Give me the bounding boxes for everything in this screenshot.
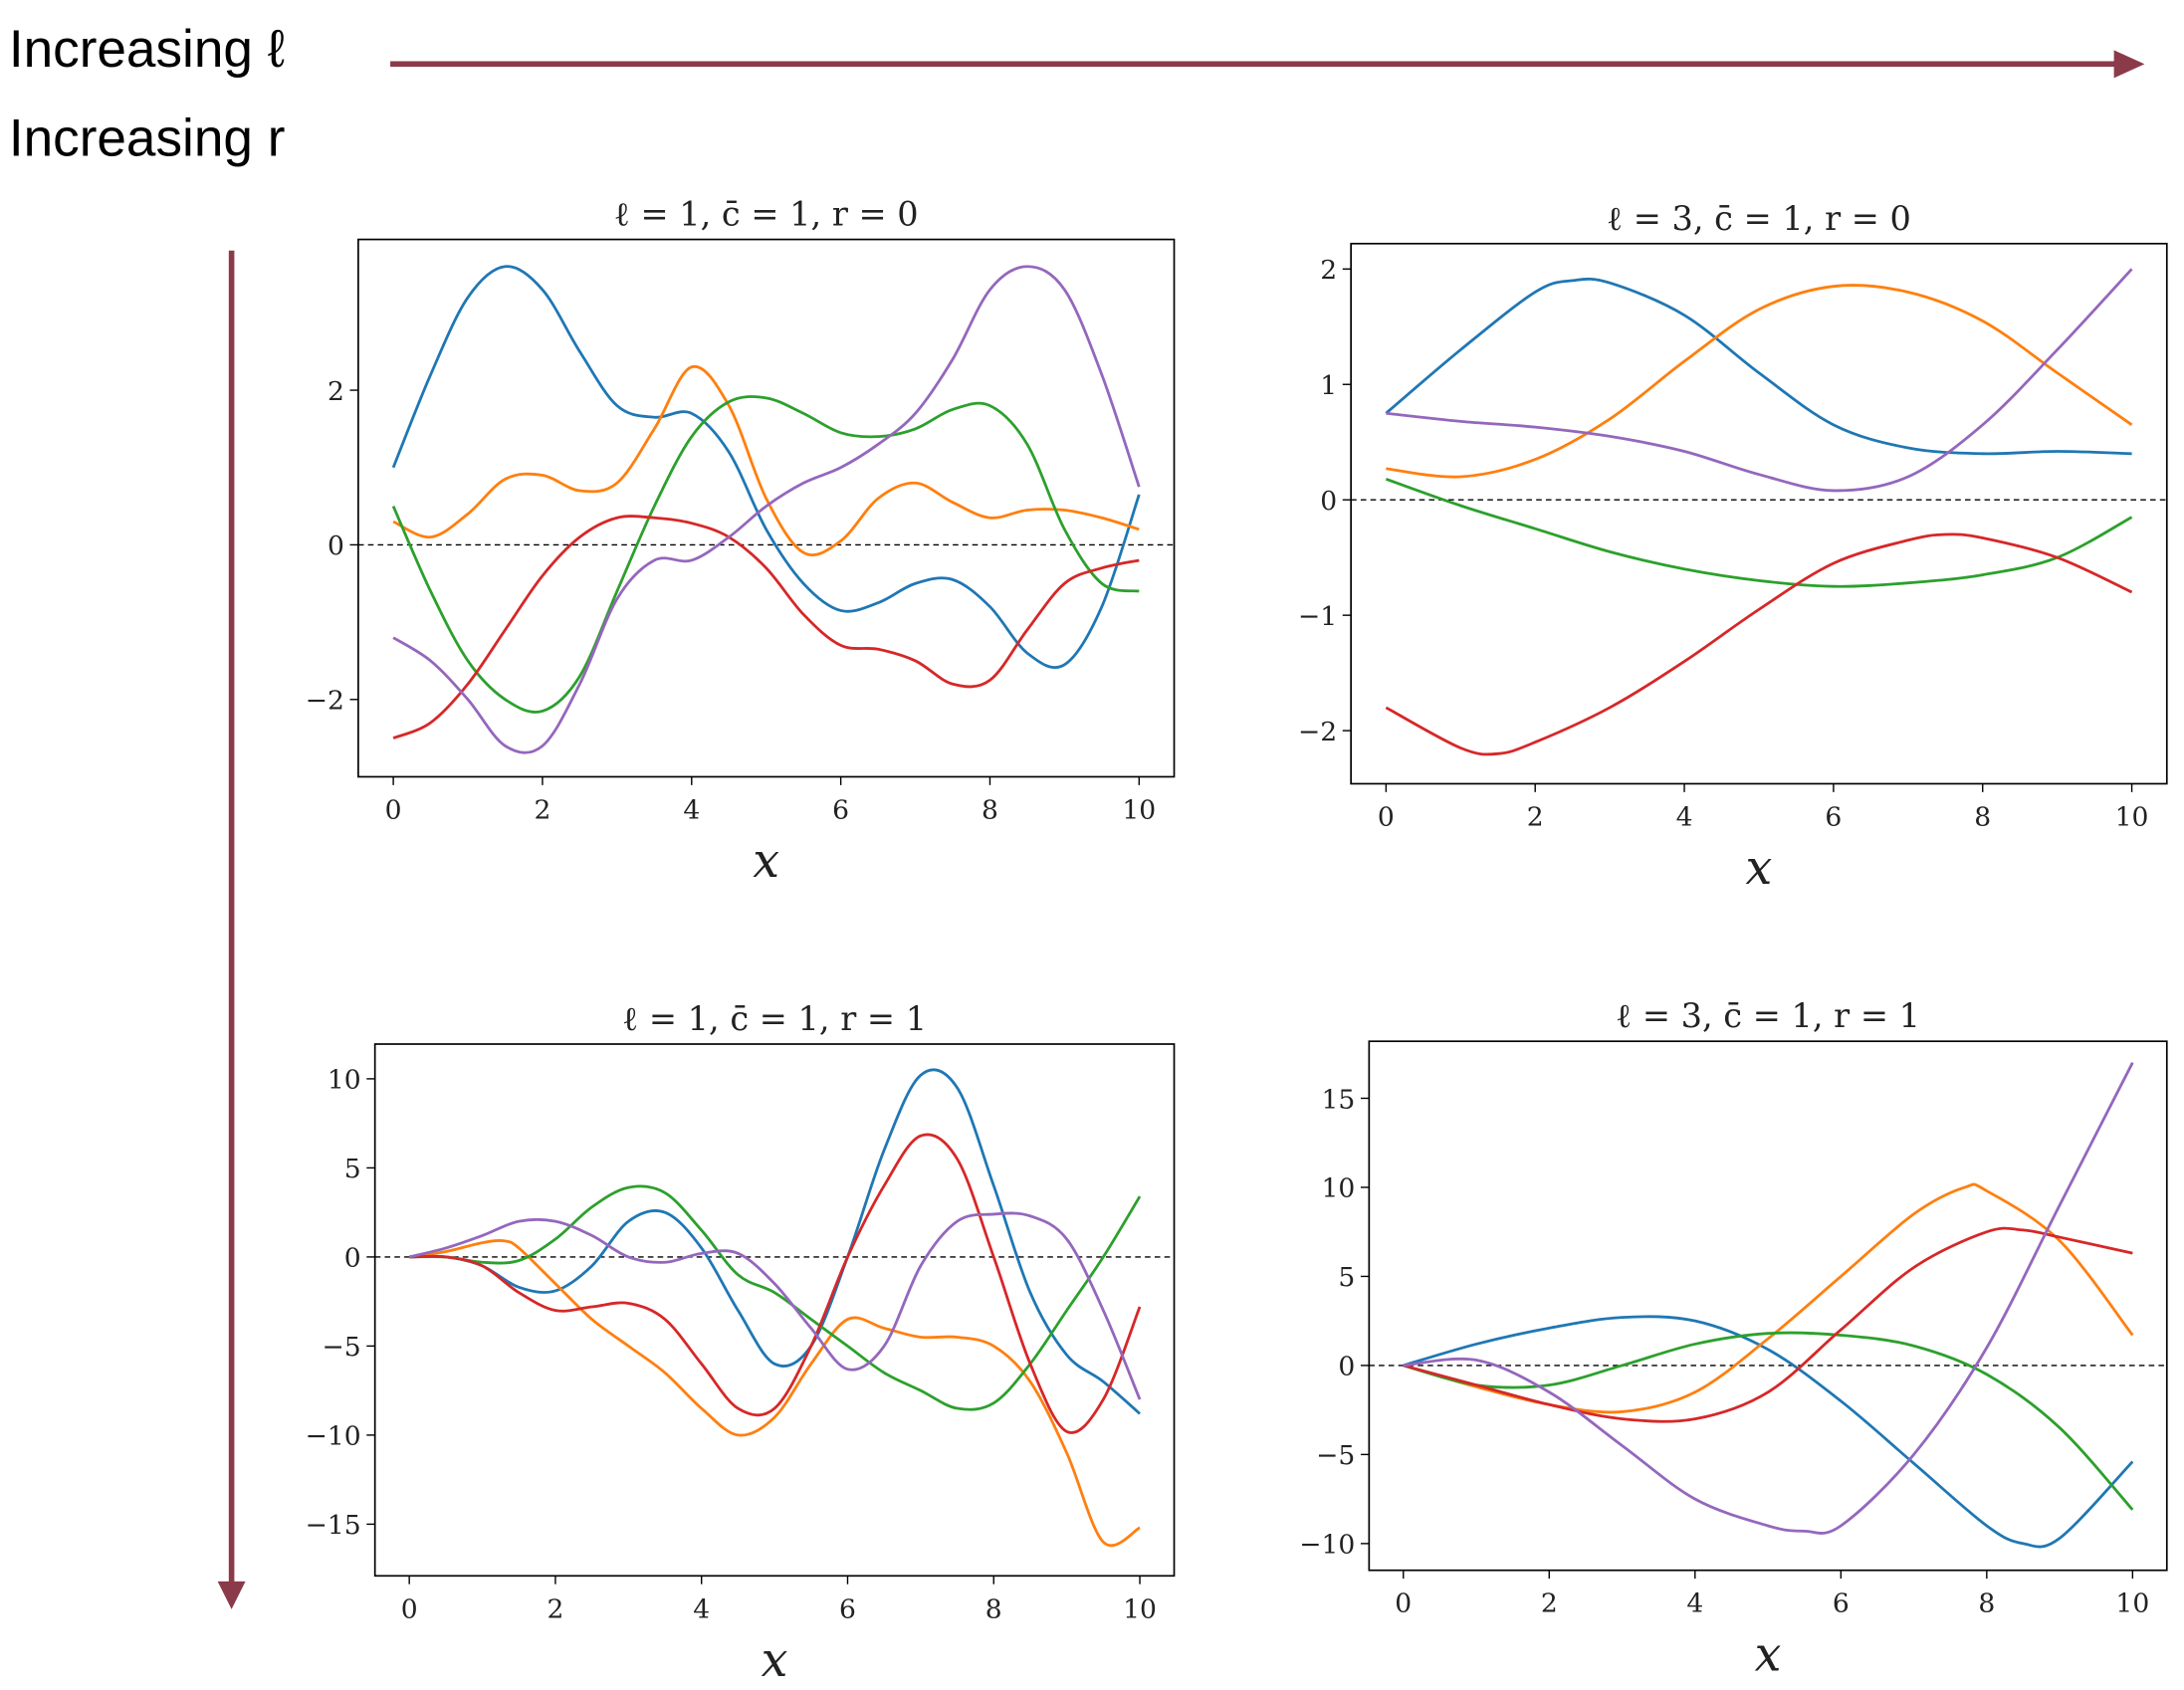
x-tick-label: 0 <box>401 1593 418 1624</box>
series-line-4 <box>392 515 1140 739</box>
series-line-3 <box>1403 1331 2134 1511</box>
y-tick-label: 1 <box>1320 370 1337 401</box>
y-tick-label: −2 <box>1298 717 1337 747</box>
x-tick-label: 2 <box>546 1593 563 1624</box>
y-tick-label: −10 <box>306 1421 361 1452</box>
series-line-2 <box>1403 1182 2134 1414</box>
y-tick-label: 5 <box>344 1154 361 1184</box>
series-line-2 <box>1386 284 2133 479</box>
series-line-4 <box>1385 532 2133 756</box>
subplot-3: ℓ = 1, c̄ = 1, r = 1 0 2 4 6 8 10 −15 −10 −5 0 5 10 x <box>306 999 1176 1688</box>
x-tick-label: 4 <box>683 794 700 825</box>
series-line-4 <box>1403 1226 2133 1423</box>
increasing-r-label: Increasing r <box>9 109 286 168</box>
series-line-5 <box>1403 1062 2134 1535</box>
axes-frame <box>357 238 1176 778</box>
x-tick-label: 2 <box>1541 1588 1558 1619</box>
series-line-2 <box>392 365 1140 557</box>
y-tick-label: 0 <box>344 1243 361 1274</box>
series-line-1 <box>1403 1315 2134 1549</box>
y-tick-label: 0 <box>328 530 344 561</box>
y-tick-label: 15 <box>1322 1084 1356 1115</box>
y-tick-label: −10 <box>1299 1530 1355 1561</box>
subplot-2: ℓ = 3, c̄ = 1, r = 0 0 2 4 6 8 10 −2 −1 0 1 2 x <box>1298 199 2168 896</box>
x-tick-label: 0 <box>1395 1588 1412 1619</box>
y-tick-label: 10 <box>328 1065 361 1096</box>
x-tick-label: 2 <box>1527 801 1544 832</box>
x-tick-label: 2 <box>534 794 550 825</box>
x-tick-label: 10 <box>2115 1588 2149 1619</box>
y-tick-label: 2 <box>1320 255 1337 286</box>
series-line-3 <box>391 395 1140 714</box>
x-tick-label: 10 <box>2115 801 2149 832</box>
series-line-1 <box>409 1068 1141 1415</box>
x-tick-label: 6 <box>832 794 849 825</box>
x-axis-label: x <box>753 834 779 889</box>
y-tick-label: −1 <box>1298 601 1337 632</box>
y-tick-label: −15 <box>306 1510 361 1541</box>
x-tick-label: 0 <box>385 794 402 825</box>
subplot-title: ℓ = 3, c̄ = 1, r = 1 <box>1616 996 1920 1035</box>
x-tick-label: 4 <box>1686 1588 1703 1619</box>
series-line-5 <box>392 265 1141 754</box>
subplot-title: ℓ = 1, c̄ = 1, r = 0 <box>614 195 919 234</box>
x-tick-label: 4 <box>1676 801 1693 832</box>
series-line-5 <box>408 1211 1142 1400</box>
x-tick-label: 10 <box>1123 1593 1157 1624</box>
x-axis-label: x <box>762 1633 788 1688</box>
series-line-4 <box>409 1133 1142 1434</box>
x-tick-label: 6 <box>839 1593 856 1624</box>
subplot-title: ℓ = 1, c̄ = 1, r = 1 <box>622 999 927 1038</box>
axes-frame <box>1350 242 2168 785</box>
y-tick-label: 5 <box>1338 1262 1355 1293</box>
vertical-arrow-head <box>217 1581 246 1609</box>
x-tick-label: 10 <box>1122 794 1156 825</box>
x-axis-label: x <box>1746 841 1773 896</box>
y-tick-label: 10 <box>1322 1173 1356 1204</box>
x-tick-label: 8 <box>982 794 998 825</box>
x-tick-label: 8 <box>985 1593 1002 1624</box>
x-tick-label: 6 <box>1825 801 1842 832</box>
subplot-title: ℓ = 3, c̄ = 1, r = 0 <box>1607 199 1911 238</box>
x-tick-label: 0 <box>1378 801 1395 832</box>
y-tick-label: −5 <box>1316 1440 1355 1471</box>
x-axis-label: x <box>1755 1627 1782 1682</box>
y-tick-label: 0 <box>1338 1352 1355 1382</box>
y-tick-label: −2 <box>306 686 344 717</box>
series-line-3 <box>409 1184 1142 1411</box>
direction-arrows <box>217 50 2145 1609</box>
series-line-1 <box>1385 277 2132 456</box>
x-tick-label: 4 <box>693 1593 710 1624</box>
x-tick-label: 8 <box>1978 1588 1995 1619</box>
series-line-1 <box>391 265 1141 670</box>
x-tick-label: 8 <box>1974 801 1991 832</box>
x-tick-label: 6 <box>1833 1588 1850 1619</box>
axes-frame <box>1368 1040 2168 1572</box>
axes-frame <box>373 1043 1176 1578</box>
horizontal-arrow-head <box>2113 50 2145 79</box>
y-tick-label: 2 <box>328 376 344 407</box>
subplot-1: ℓ = 1, c̄ = 1, r = 0 0 2 4 6 8 10 −2 0 2 x <box>306 195 1176 889</box>
subplot-4: ℓ = 3, c̄ = 1, r = 1 0 2 4 6 8 10 −10 −5 0 5 10 15 x <box>1299 996 2168 1682</box>
series-line-3 <box>1385 478 2133 588</box>
series-line-5 <box>1386 268 2133 493</box>
y-tick-label: −5 <box>323 1332 361 1363</box>
y-tick-label: 0 <box>1320 486 1337 517</box>
increasing-l-label: Increasing ℓ <box>9 20 285 79</box>
